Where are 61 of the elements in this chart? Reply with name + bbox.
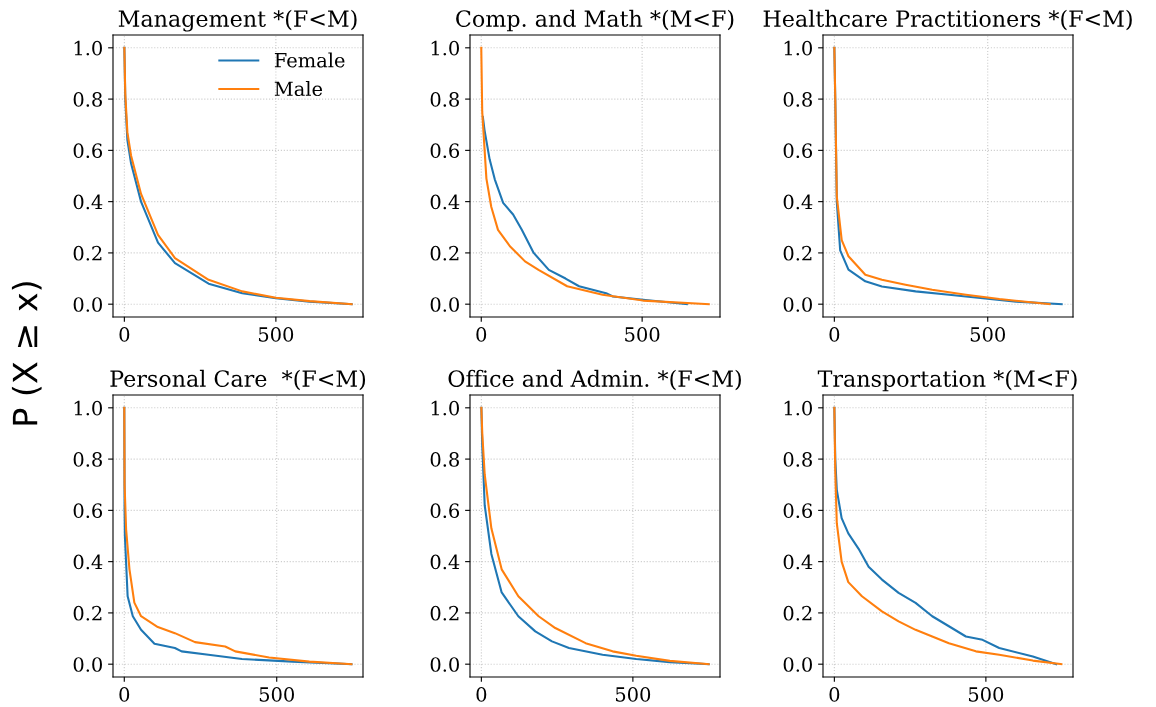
y-tick-label: 0.4	[783, 554, 813, 570]
y-tick-label: 0.2	[73, 245, 102, 261]
legend-label: Male	[274, 81, 323, 97]
y-tick-label: 0.6	[73, 143, 103, 159]
x-tick-label: 500	[625, 327, 660, 342]
y-tick-label: 0.8	[430, 452, 459, 467]
x-tick-label: 0	[119, 687, 130, 702]
chart-title: Office and Admin. *(F<M)	[448, 369, 741, 391]
y-tick-label: 0.0	[430, 297, 459, 312]
x-tick-label: 0	[476, 687, 487, 702]
x-tick-label: 500	[615, 687, 651, 702]
y-tick-label: 0.6	[430, 143, 460, 159]
y-tick-label: 0.4	[73, 194, 103, 210]
line-series	[123, 406, 353, 666]
y-tick-label: 0.8	[73, 92, 102, 107]
y-tick-label: 0.4	[783, 194, 813, 210]
y-tick-label: 0.2	[430, 245, 459, 261]
y-tick-label: 1.0	[784, 400, 812, 416]
x-tick-label: 0	[476, 327, 487, 342]
y-tick-label: 0.4	[430, 194, 460, 210]
y-tick-label: 0.6	[783, 143, 813, 159]
y-tick-label: 0.0	[783, 657, 812, 672]
chart-title: Comp. and Math *(M<F)	[456, 9, 734, 32]
y-tick-label: 0.2	[73, 605, 102, 621]
line-series	[123, 46, 353, 306]
y-tick-label: 0.4	[73, 554, 103, 570]
y-tick-label: 0.0	[430, 657, 459, 672]
y-tick-label: 0.8	[430, 92, 459, 107]
y-tick-label: 0.4	[430, 554, 460, 570]
x-tick-label: 500	[258, 327, 294, 342]
y-tick-label: 0.6	[783, 503, 813, 519]
line-series	[480, 46, 710, 306]
x-tick-label: 0	[829, 327, 840, 342]
y-tick-label: 1.0	[431, 400, 459, 416]
y-tick-label: 0.8	[783, 92, 812, 107]
y-tick-label: 0.8	[73, 452, 102, 467]
chart-title: Transportation *(M<F)	[817, 369, 1077, 392]
y-tick-label: 0.2	[783, 605, 812, 621]
chart-title: Healthcare Practitioners *(F<M)	[763, 9, 1132, 31]
y-tick-label: 0.8	[783, 452, 812, 467]
y-tick-label: 0.2	[783, 245, 812, 261]
line-series	[480, 406, 710, 666]
y-tick-label: 0.2	[430, 605, 459, 621]
y-tick-label: 0.0	[73, 297, 102, 312]
chart-title: Management *(F<M)	[118, 9, 357, 32]
x-tick-label: 500	[259, 687, 294, 702]
chart-title: Personal Care *(F<M)	[110, 369, 366, 391]
y-axis-title: P (X ≥ x)	[11, 282, 42, 425]
x-tick-label: 500	[970, 327, 1005, 342]
x-tick-label: 500	[968, 687, 1004, 702]
y-tick-label: 1.0	[431, 40, 459, 56]
legend-label: Female	[274, 52, 345, 68]
x-tick-label: 0	[119, 327, 130, 342]
y-tick-label: 0.6	[430, 503, 460, 519]
y-tick-label: 0.6	[73, 503, 103, 519]
y-tick-label: 1.0	[74, 40, 102, 56]
y-tick-label: 1.0	[74, 400, 102, 416]
y-tick-label: 0.0	[783, 297, 812, 312]
y-tick-label: 0.0	[73, 657, 102, 672]
x-tick-label: 0	[829, 687, 840, 702]
y-tick-label: 1.0	[784, 40, 812, 56]
